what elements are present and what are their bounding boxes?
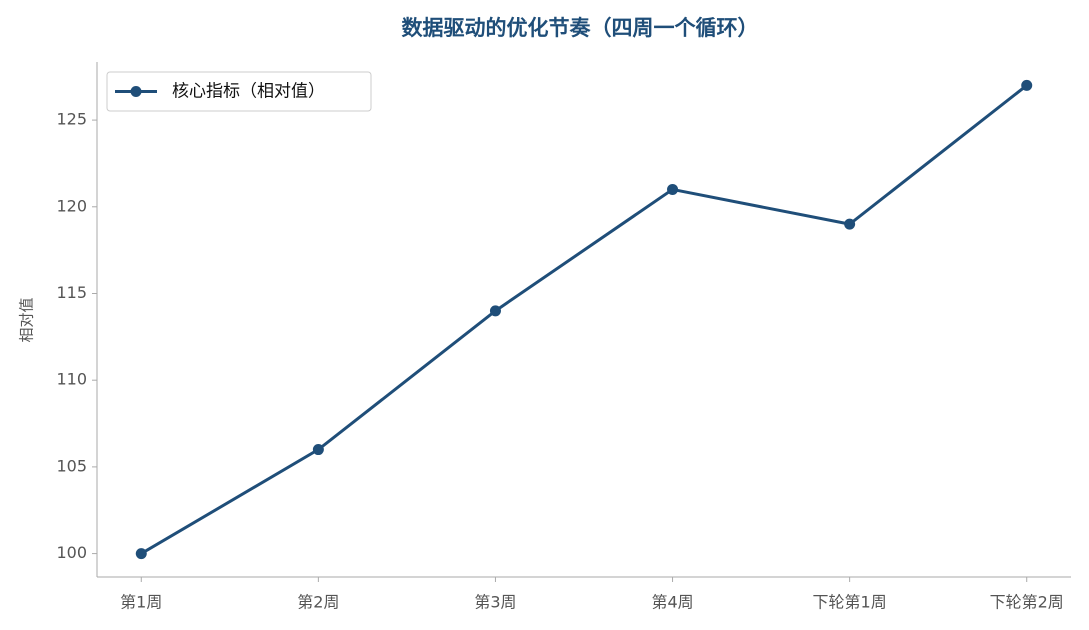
x-tick-label: 第1周 — [120, 593, 162, 612]
y-tick-label: 125 — [56, 110, 87, 129]
x-tick-label: 第3周 — [474, 593, 516, 612]
data-line — [140, 84, 1028, 555]
data-point — [667, 183, 679, 195]
legend-label: 核心指标（相对值） — [172, 82, 325, 102]
data-point — [844, 218, 856, 230]
y-tick-label: 115 — [56, 283, 87, 302]
x-tick-label: 第4周 — [651, 593, 693, 612]
data-point — [312, 444, 324, 456]
chart-title: 数据驱动的优化节奏（四周一个循环） — [402, 16, 759, 40]
y-tick-label: 105 — [56, 456, 87, 475]
legend-box — [106, 71, 372, 112]
data-point — [135, 548, 147, 560]
y-tick-label: 100 — [56, 543, 87, 562]
data-point — [1021, 79, 1033, 91]
x-tick-label: 下轮第2周 — [990, 593, 1064, 612]
data-point — [489, 305, 501, 317]
x-tick-label: 下轮第1周 — [813, 593, 887, 612]
y-axis-label: 相对值 — [18, 297, 36, 342]
y-tick-label: 110 — [56, 370, 87, 389]
x-tick-label: 第2周 — [297, 593, 339, 612]
y-tick-label: 120 — [56, 196, 87, 215]
legend-marker — [130, 86, 142, 97]
